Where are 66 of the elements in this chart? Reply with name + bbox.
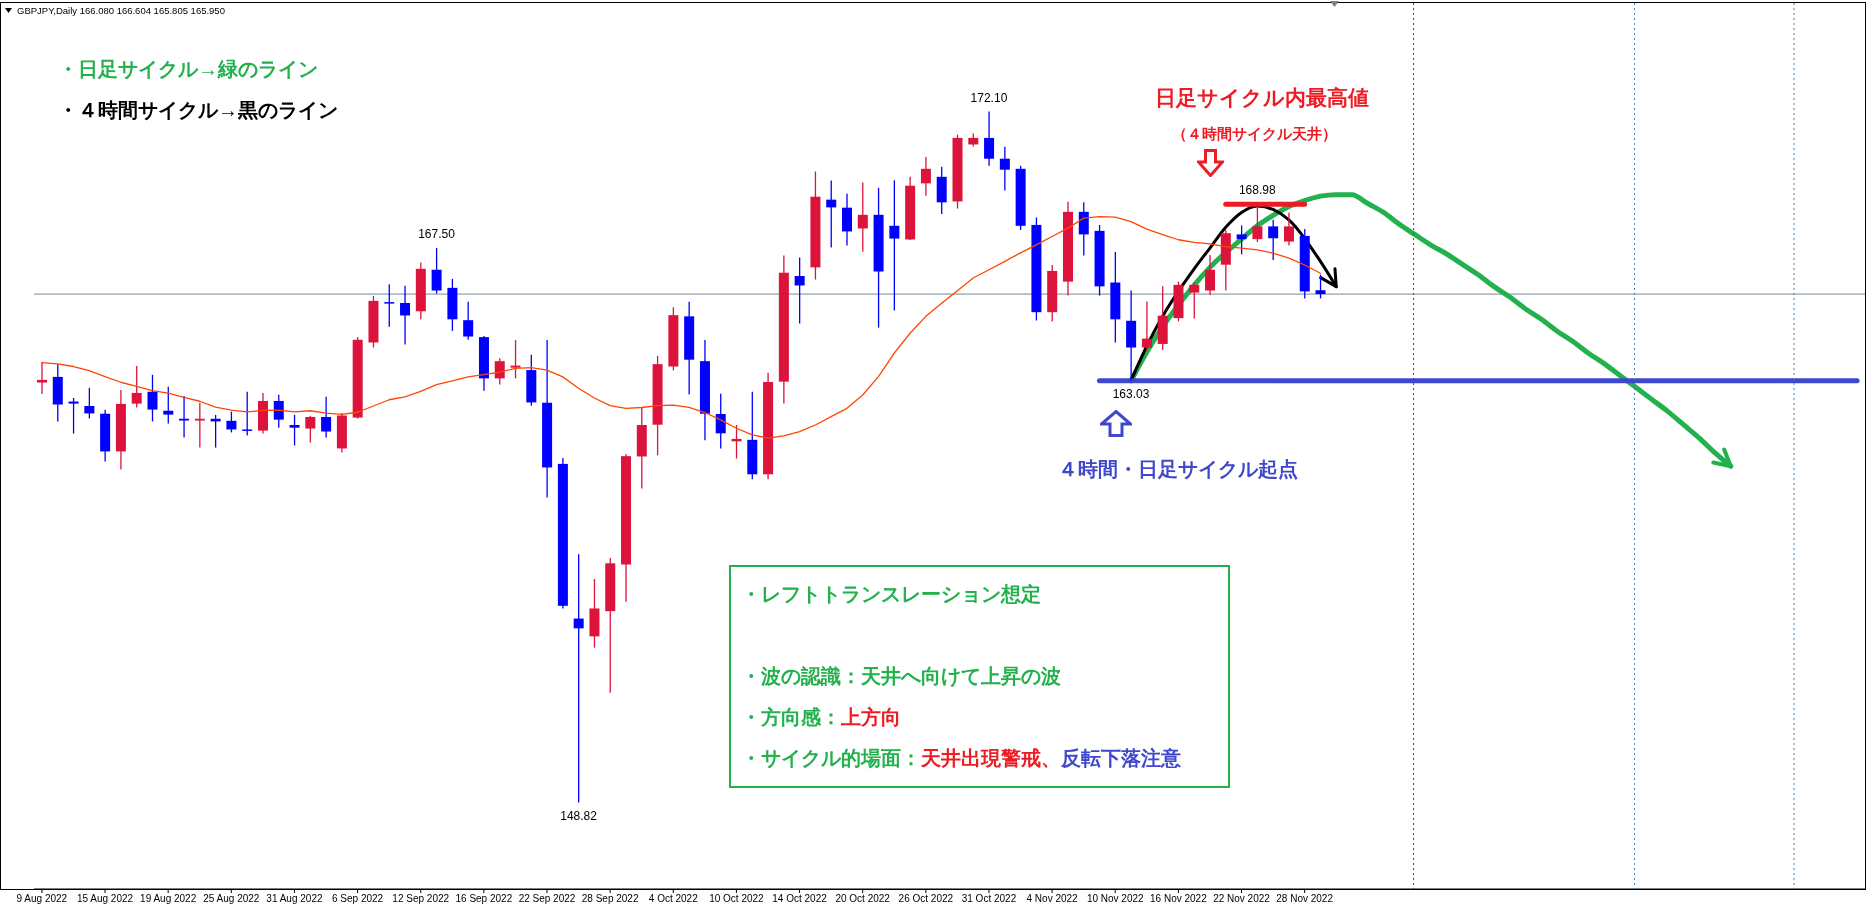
annotation: 148.82 <box>560 808 597 823</box>
annotation: ・方向感： <box>741 705 841 728</box>
candlestick <box>826 179 837 249</box>
candlestick <box>84 387 95 420</box>
annotation: （４時間サイクル天井） <box>1171 125 1337 143</box>
candlestick <box>289 414 300 447</box>
annotation: 167.50 <box>418 227 455 242</box>
candlestick <box>999 146 1010 192</box>
x-tick-label: 22 Sep 2022 <box>518 893 576 905</box>
chart-title: GBPJPY,Daily 166.080 166.604 165.805 165.950 <box>17 4 225 16</box>
annotation: ・サイクル的場面： <box>741 746 921 769</box>
x-tick-label: 28 Sep 2022 <box>581 893 639 905</box>
candlestick <box>179 395 190 439</box>
candlestick <box>715 393 726 450</box>
candlestick <box>68 397 79 435</box>
x-tick-label: 4 Nov 2022 <box>1026 893 1079 905</box>
candlestick <box>984 110 995 167</box>
x-tick-label: 19 Aug 2022 <box>140 893 197 905</box>
x-tick-label: 10 Oct 2022 <box>709 893 765 905</box>
x-tick-label: 31 Oct 2022 <box>961 893 1017 905</box>
candlestick <box>147 374 158 423</box>
x-tick-label: 31 Aug 2022 <box>266 893 323 905</box>
candlestick <box>131 365 142 409</box>
candlestick <box>321 396 332 439</box>
candlestick <box>857 181 868 253</box>
candlestick <box>273 394 284 429</box>
candlestick <box>226 410 237 434</box>
text: ・日足サイクル→緑のライン <box>58 57 318 81</box>
candlestick <box>194 402 205 449</box>
text: 日足サイクル内最高値 <box>1155 85 1369 111</box>
x-tick-label: 10 Nov 2022 <box>1086 893 1145 905</box>
annotation: ・波の認識：天井へ向けて上昇の波 <box>741 664 1061 687</box>
candlestick <box>305 415 316 444</box>
annotation: ・レフトトランスレーション想定 <box>741 582 1041 605</box>
candlestick <box>794 256 805 325</box>
x-tick-label: 12 Sep 2022 <box>392 893 450 905</box>
x-tick-label: 14 Oct 2022 <box>772 893 828 905</box>
x-tick-label: 20 Oct 2022 <box>835 893 891 905</box>
candlestick <box>889 179 900 312</box>
x-tick-label: 9 Aug 2022 <box>16 893 68 905</box>
annotation: 反転下落注意 <box>1061 746 1181 769</box>
x-tick-label: 6 Sep 2022 <box>332 893 384 905</box>
candlestick <box>573 553 584 804</box>
candlestick <box>384 283 395 328</box>
candlestick <box>494 357 505 386</box>
candlestick <box>431 247 442 295</box>
annotation: ・４時間サイクル→黒のライン <box>58 98 338 122</box>
candlestick <box>400 285 411 346</box>
x-tick-label: 16 Sep 2022 <box>455 893 513 905</box>
annotation: 天井出現警戒、 <box>921 746 1061 769</box>
candlestick <box>242 391 253 437</box>
annotation: 上方向 <box>841 705 901 728</box>
x-tick-label: 22 Nov 2022 <box>1213 893 1271 905</box>
x-tick-label: 15 Aug 2022 <box>76 893 134 905</box>
x-tick-label: 16 Nov 2022 <box>1150 893 1208 905</box>
candlestick <box>463 301 474 341</box>
candlestick <box>37 361 47 395</box>
candlestick <box>1078 201 1089 257</box>
candlestick <box>842 193 853 247</box>
x-tick-label: 4 Oct 2022 <box>648 893 699 905</box>
candlestick <box>920 156 931 197</box>
x-tick-label: 28 Nov 2022 <box>1276 893 1334 905</box>
annotation: 172.10 <box>970 90 1008 105</box>
x-tick-label: 25 Aug 2022 <box>203 893 260 905</box>
x-tick-label: 26 Oct 2022 <box>898 893 954 905</box>
candlestick <box>163 386 174 425</box>
